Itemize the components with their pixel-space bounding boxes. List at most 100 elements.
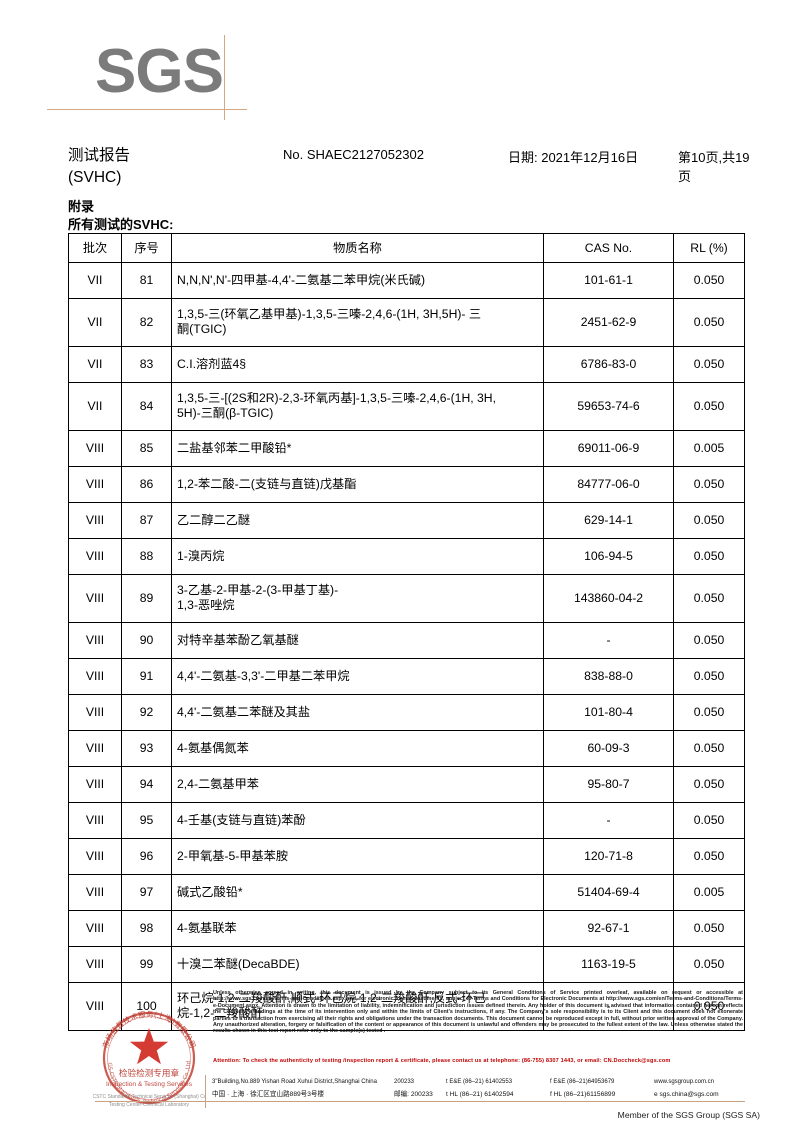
cell-rl: 0.050 xyxy=(673,694,745,731)
footer-rule xyxy=(95,1101,745,1102)
table-row: VIII 88 1-溴丙烷 106-94-5 0.050 xyxy=(68,538,745,575)
cell-seq: 91 xyxy=(121,658,172,695)
table-row: VIII 96 2-甲氧基-5-甲基苯胺 120-71-8 0.050 xyxy=(68,838,745,875)
svg-text:SGS-CSTC Standards Technical S: SGS-CSTC Standards Technical Services (S… xyxy=(93,1094,205,1100)
cell-cas: - xyxy=(543,802,674,839)
cell-rl: 0.050 xyxy=(673,622,745,659)
cell-rl: 0.050 xyxy=(673,382,745,431)
cell-rl: 0.005 xyxy=(673,874,745,911)
logo-wordmark: SGS xyxy=(95,37,224,106)
table-row: VIII 98 4-氨基联苯 92-67-1 0.050 xyxy=(68,910,745,947)
table-row: VIII 92 4,4'-二氨基二苯醚及其盐 101-80-4 0.050 xyxy=(68,694,745,731)
cell-cas: 143860-04-2 xyxy=(543,574,674,623)
cell-name: 2-甲氧基-5-甲基苯胺 xyxy=(171,838,544,875)
cell-seq: 86 xyxy=(121,466,172,503)
email-address[interactable]: e sgs.china@sgs.com xyxy=(654,1090,719,1098)
table-row: VIII 94 2,4-二氨基甲苯 95-80-7 0.050 xyxy=(68,766,745,803)
cell-name: 4-氨基联苯 xyxy=(171,910,544,947)
cell-rl: 0.050 xyxy=(673,838,745,875)
cell-batch: VIII xyxy=(68,838,122,875)
cell-cas: 838-88-0 xyxy=(543,658,674,695)
svg-text:检验检测专用章: 检验检测专用章 xyxy=(119,1067,180,1079)
cell-batch: VIII xyxy=(68,466,122,503)
cell-cas: 1163-19-5 xyxy=(543,946,674,983)
contact-row-en: 3"Building,No.889 Yishan Road Xuhui Dist… xyxy=(212,1077,757,1089)
cell-name: 1,3,5-三(环氧乙基甲基)-1,3,5-三嗪-2,4,6-(1H, 3H,5… xyxy=(171,298,544,347)
svg-text:Inspection & Testing Services: Inspection & Testing Services xyxy=(106,1081,193,1088)
table-row: VIII 97 碱式乙酸铅* 51404-69-4 0.005 xyxy=(68,874,745,911)
column-header-rl: RL (%) xyxy=(673,233,745,263)
cell-batch: VII xyxy=(68,298,122,347)
cell-batch: VII xyxy=(68,262,122,299)
cell-batch: VIII xyxy=(68,574,122,623)
report-date: 日期: 2021年12月16日 xyxy=(508,150,639,165)
cell-seq: 88 xyxy=(121,538,172,575)
cell-rl: 0.005 xyxy=(673,430,745,467)
cell-name: 4,4'-二氨基二苯醚及其盐 xyxy=(171,694,544,731)
cell-batch: VIII xyxy=(68,730,122,767)
cell-seq: 100 xyxy=(121,982,172,1031)
cell-name: N,N,N',N'-四甲基-4,4'-二氨基二苯甲烷(米氏碱) xyxy=(171,262,544,299)
cell-rl: 0.050 xyxy=(673,802,745,839)
cell-seq: 83 xyxy=(121,346,172,383)
cell-name: 碱式乙酸铅* xyxy=(171,874,544,911)
cell-rl: 0.050 xyxy=(673,982,745,1031)
cell-cas: 95-80-7 xyxy=(543,766,674,803)
cell-batch: VII xyxy=(68,382,122,431)
website[interactable]: www.sgsgroup.com.cn xyxy=(654,1079,715,1085)
cell-name: 1,2-苯二酸-二(支链与直链)戊基酯 xyxy=(171,466,544,503)
table-row: VIII 91 4,4'-二氨基-3,3'-二甲基二苯甲烷 838-88-0 0.050 xyxy=(68,658,745,695)
sgs-group-member-line: Member of the SGS Group (SGS SA) xyxy=(617,1110,760,1120)
cell-name: 4-氨基偶氮苯 xyxy=(171,730,544,767)
cell-name: 4,4'-二氨基-3,3'-二甲基二苯甲烷 xyxy=(171,658,544,695)
zip-en: 200233 xyxy=(394,1079,415,1085)
table-row: VII 83 C.I.溶剂蓝4§ 6786-83-0 0.050 xyxy=(68,346,745,383)
table-row: VIII 89 3-乙基-2-甲基-2-(3-甲基丁基)- 1,3-恶唑烷 14386… xyxy=(68,574,745,623)
cell-batch: VIII xyxy=(68,430,122,467)
cell-batch: VIII xyxy=(68,622,122,659)
cell-batch: VII xyxy=(68,346,122,383)
fax-hl: f HL (86–21)61156899 xyxy=(550,1090,616,1098)
cell-batch: VIII xyxy=(68,982,122,1031)
cell-seq: 95 xyxy=(121,802,172,839)
zip-cn: 邮编: 200233 xyxy=(394,1090,433,1098)
table-row: VIII 86 1,2-苯二酸-二(支链与直链)戊基酯 84777-06-0 0.050 xyxy=(68,466,745,503)
table-row: VIII 99 十溴二苯醚(DecaBDE) 1163-19-5 0.050 xyxy=(68,946,745,983)
cell-rl: 0.050 xyxy=(673,946,745,983)
logo-horizontal-rule xyxy=(47,109,247,110)
cell-cas: 59653-74-6 xyxy=(543,382,674,431)
cell-batch: VIII xyxy=(68,766,122,803)
cell-cas: 6786-83-0 xyxy=(543,346,674,383)
cell-cas: 92-67-1 xyxy=(543,910,674,947)
cell-rl: 0.050 xyxy=(673,658,745,695)
cell-batch: VIII xyxy=(68,946,122,983)
column-header-batch: 批次 xyxy=(68,233,122,263)
cell-batch: VIII xyxy=(68,910,122,947)
column-header-cas: CAS No. xyxy=(543,233,674,263)
cell-name: 1-溴丙烷 xyxy=(171,538,544,575)
cell-seq: 85 xyxy=(121,430,172,467)
cell-seq: 97 xyxy=(121,874,172,911)
cell-name: 二盐基邻苯二甲酸铅* xyxy=(171,430,544,467)
cell-seq: 93 xyxy=(121,730,172,767)
cell-seq: 82 xyxy=(121,298,172,347)
cell-batch: VIII xyxy=(68,802,122,839)
attention-notice: Attention: To check the authenticity of … xyxy=(213,1058,671,1064)
page-title: 测试报告 (SVHC) xyxy=(68,147,131,186)
cell-cas: 2451-62-9 xyxy=(543,298,674,347)
cell-batch: VIII xyxy=(68,502,122,539)
cell-batch: VIII xyxy=(68,538,122,575)
cell-name: 对特辛基苯酚乙氧基醚 xyxy=(171,622,544,659)
cell-seq: 87 xyxy=(121,502,172,539)
sgs-logo: SGS xyxy=(47,35,265,130)
cell-rl: 0.050 xyxy=(673,502,745,539)
cell-cas: 69011-06-9 xyxy=(543,430,674,467)
cell-rl: 0.050 xyxy=(673,910,745,947)
cell-seq: 90 xyxy=(121,622,172,659)
legal-disclaimer: Unless otherwise agreed in writing, this… xyxy=(213,990,743,1035)
contact-row-cn: 中国 · 上海 · 徐汇区宜山路889号3号楼 邮编: 200233 t HL … xyxy=(212,1089,757,1101)
cell-rl: 0.050 xyxy=(673,766,745,803)
cell-cas: 84777-06-0 xyxy=(543,466,674,503)
table-row: VIII 87 乙二醇二乙醚 629-14-1 0.050 xyxy=(68,502,745,539)
cell-cas: 60-09-3 xyxy=(543,730,674,767)
